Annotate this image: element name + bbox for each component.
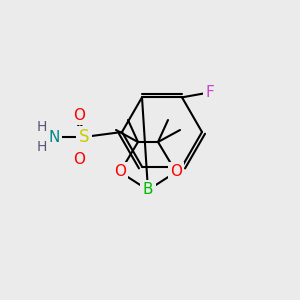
Text: N: N [48, 130, 60, 145]
Text: S: S [79, 128, 89, 146]
Text: H: H [37, 140, 47, 154]
Text: O: O [170, 164, 182, 179]
Text: O: O [73, 152, 85, 166]
Text: F: F [206, 85, 214, 100]
Text: B: B [143, 182, 153, 197]
Text: O: O [114, 164, 126, 179]
Text: H: H [37, 120, 47, 134]
Text: O: O [73, 107, 85, 122]
